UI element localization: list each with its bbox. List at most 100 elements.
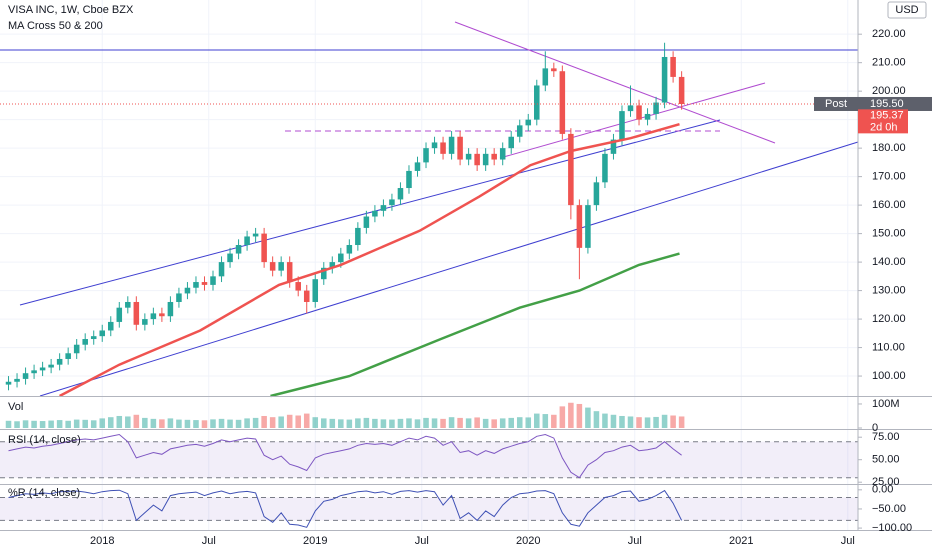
volume-bar (508, 417, 514, 428)
candle-body (397, 188, 404, 200)
indicator-title: MA Cross 50 & 200 (8, 20, 103, 32)
candle-body (644, 113, 651, 120)
countdown: 2d 0h (870, 121, 898, 133)
candle-body (499, 148, 506, 160)
currency[interactable]: USD (895, 4, 918, 16)
candle-body (406, 170, 412, 189)
volume-bar (5, 420, 12, 428)
volume-bar (244, 418, 250, 428)
x-tick-label: 2020 (516, 535, 540, 547)
candle-body (65, 353, 71, 359)
volume-bar (73, 419, 80, 428)
candle-body (627, 105, 634, 112)
volume-bar (82, 419, 88, 428)
y-tick-label: 140.00 (872, 256, 906, 268)
y-tick-label: 110.00 (872, 341, 905, 353)
candle-body (363, 216, 370, 228)
candle-body (474, 153, 480, 166)
volume-bar (414, 419, 421, 428)
candle-body (295, 282, 301, 291)
post-label: Post (825, 98, 847, 110)
volume-bar (610, 414, 617, 428)
volume-bar (125, 416, 131, 428)
volume-bar (525, 417, 532, 428)
volume-bar (167, 418, 174, 428)
indicator-line (8, 489, 683, 528)
volume-bar (465, 418, 472, 428)
volume-bar (252, 417, 259, 428)
volume-bar (133, 414, 140, 428)
x-tick-label: 2018 (90, 535, 114, 547)
volume-bar (585, 407, 591, 428)
trend-line (19, 119, 721, 306)
candle-body (39, 367, 46, 371)
volume-bar (644, 417, 651, 428)
y-tick-label: 0 (872, 422, 878, 434)
moving-average (59, 122, 680, 398)
volume-bar (372, 418, 378, 428)
candle-body (457, 136, 463, 160)
candle-body (619, 111, 625, 140)
candle-body (551, 68, 557, 72)
candle-body (559, 71, 566, 134)
volume-bar (355, 418, 361, 428)
currency-box[interactable] (887, 1, 927, 19)
volume-bar (312, 417, 319, 428)
candle-body (321, 267, 327, 280)
volume-bar (440, 418, 446, 428)
candle-body (636, 105, 642, 120)
candle-body (653, 102, 659, 114)
volume-bar (542, 414, 549, 428)
volume-bar (593, 411, 600, 428)
candle-body (414, 162, 421, 171)
axes (0, 0, 932, 531)
volume-bar (678, 416, 685, 428)
candle-body (431, 142, 438, 149)
volume-bar (116, 415, 123, 428)
volume-bar (559, 406, 566, 428)
volume-bar (201, 420, 208, 428)
trend-line (454, 21, 776, 144)
candle-body (227, 253, 233, 263)
candle-body (5, 381, 12, 385)
volume-bar (423, 417, 429, 428)
moving-average (270, 252, 680, 398)
volume-bar (235, 419, 242, 428)
volume-bar (499, 418, 506, 428)
labels: VISA INC, 1W, Cboe BZX MA Cross 50 & 200… (8, 1, 932, 547)
volume-bar (602, 413, 608, 428)
band-fill (0, 497, 858, 521)
candle-body (482, 153, 489, 166)
volume-bar (286, 414, 293, 428)
candle-body (380, 205, 387, 211)
volume-bar (14, 421, 20, 428)
volume-bar (380, 419, 387, 428)
candle-body (346, 245, 353, 254)
volume-bar (269, 417, 276, 428)
volume-bar (90, 420, 97, 428)
volume-bar (56, 420, 63, 428)
candle-body (244, 236, 250, 246)
y-tick-label: −50.00 (872, 503, 906, 515)
candle-body (525, 119, 532, 126)
x-tick-label: Jul (628, 535, 642, 547)
candle-body (678, 76, 685, 104)
volume-bar (551, 414, 557, 428)
pane-title: %R (14, close) (8, 487, 80, 499)
candle-body (167, 301, 174, 317)
candle-body (534, 85, 540, 120)
volume-bar (457, 417, 463, 428)
volume-bar (448, 417, 455, 428)
band-fill (0, 441, 858, 478)
candle-body (184, 287, 191, 294)
candle-body (159, 313, 165, 317)
candle-body (99, 330, 106, 337)
volume-bar (338, 419, 344, 428)
y-tick-label: 100.00 (872, 370, 906, 382)
volume-bar (48, 420, 54, 428)
volume-bar (363, 417, 370, 428)
post-price: 195.50 (870, 98, 904, 110)
post-price-tag (858, 96, 932, 111)
y-tick-label: 130.00 (872, 284, 906, 296)
y-tick-label: −100.00 (872, 522, 912, 534)
